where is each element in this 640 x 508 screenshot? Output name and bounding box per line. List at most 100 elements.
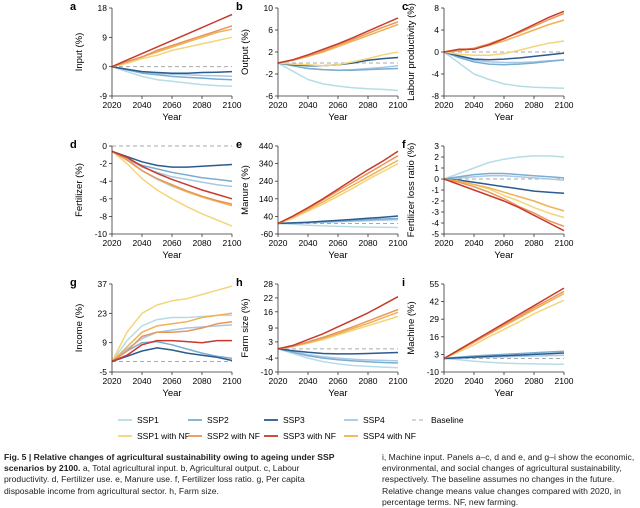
- legend-item-ssp4-with-nf: SSP4 with NF: [344, 431, 416, 441]
- panel-letter: f: [402, 139, 406, 151]
- x-tick-label: 2060: [495, 238, 514, 248]
- y-tick-label: 16: [430, 332, 440, 342]
- x-tick-label: 2020: [269, 100, 288, 110]
- y-tick-label: 3: [268, 337, 273, 347]
- series-line-ssp2-with-nf: [111, 320, 233, 363]
- panel-letter: b: [236, 1, 243, 13]
- series-line-ssp2: [443, 172, 565, 180]
- series-line-ssp4: [443, 174, 565, 181]
- y-tick-label: 4: [434, 25, 439, 35]
- y-tick-label: 2: [434, 152, 439, 162]
- y-tick-label: 240: [259, 176, 273, 186]
- caption-left-text: a, Total agricultural input. b, Agricult…: [4, 463, 305, 496]
- series-line-ssp4: [277, 348, 399, 362]
- y-axis-label: Farm size (%): [240, 298, 251, 357]
- panel-e: e -60 40 140 240 340 440 2020 2040 2060 2080 2100 Ye…: [236, 139, 408, 261]
- x-tick-label: 2100: [555, 238, 574, 248]
- x-tick-label: 2080: [525, 376, 544, 386]
- series-line-ssp2-with-nf: [111, 150, 233, 205]
- y-axis-label: Fertilizer loss ratio (%): [406, 143, 417, 238]
- x-tick-label: 2060: [495, 100, 514, 110]
- x-axis-label: Year: [328, 388, 347, 399]
- panel-d: d -10 -8 -6 -4 -2 0 2020 2040 2060 2080 2100 Year Fer…: [70, 139, 242, 261]
- x-tick-label: 2020: [435, 376, 454, 386]
- series-line-ssp3-with-nf: [277, 296, 399, 350]
- series-line-ssp1: [277, 222, 399, 229]
- x-tick-label: 2100: [389, 100, 408, 110]
- series-line-ssp3-with-nf: [443, 178, 565, 232]
- legend-label: SSP4: [363, 415, 385, 425]
- panel-c: c -8 -4 0 4 8 2020 2040 2060 2080 2100 Year Labour p…: [402, 1, 574, 123]
- y-axis-label: Fertilizer (%): [74, 163, 85, 217]
- y-tick-label: -9: [99, 91, 107, 101]
- series-line-ssp4-with-nf: [111, 312, 233, 363]
- series-line-ssp3-with-nf: [277, 17, 399, 64]
- series-line-ssp1-with-nf: [443, 40, 565, 57]
- y-tick-label: 23: [98, 308, 108, 318]
- legend-label: SSP4 with NF: [363, 431, 416, 441]
- x-tick-label: 2040: [465, 376, 484, 386]
- x-tick-label: 2040: [133, 238, 152, 248]
- series-line-ssp4-with-nf: [277, 311, 399, 350]
- panel-letter: a: [70, 1, 77, 13]
- x-tick-label: 2060: [329, 100, 348, 110]
- y-axis-label: Input (%): [74, 33, 85, 72]
- x-tick-label: 2020: [269, 376, 288, 386]
- y-tick-label: -6: [99, 194, 107, 204]
- series-line-ssp2: [111, 150, 233, 182]
- series-line-ssp1: [443, 357, 565, 366]
- series-line-ssp3-with-nf: [443, 10, 565, 53]
- y-tick-label: -1: [431, 185, 439, 195]
- x-tick-label: 2040: [299, 376, 318, 386]
- y-tick-label: 0: [102, 141, 107, 151]
- series-line-ssp3: [111, 150, 233, 168]
- x-axis-label: Year: [328, 112, 347, 123]
- legend-label: SSP1: [137, 415, 159, 425]
- caption-title: Fig. 5 | Relative changes of agricultura…: [4, 452, 335, 474]
- series-line-ssp2: [443, 350, 565, 360]
- y-tick-label: 40: [264, 211, 274, 221]
- legend-label: SSP3: [283, 415, 305, 425]
- series-line-ssp1-with-nf: [277, 51, 399, 67]
- y-tick-label: -4: [99, 176, 107, 186]
- series-line-ssp1: [277, 62, 399, 92]
- x-axis-label: Year: [494, 388, 513, 399]
- y-tick-label: 10: [264, 3, 274, 13]
- y-tick-label: 3: [434, 349, 439, 359]
- legend-item-ssp2-with-nf: SSP2 with NF: [188, 431, 260, 441]
- legend-item-ssp2: SSP2: [188, 415, 229, 425]
- y-tick-label: 42: [430, 297, 440, 307]
- y-tick-label: 28: [264, 279, 274, 289]
- panel-letter: i: [402, 277, 405, 289]
- series-line-ssp3-with-nf: [111, 150, 233, 200]
- legend: SSP1 SSP2 SSP3 SSP4 Baseline SSP1 with NF SSP2…: [118, 415, 464, 441]
- series-line-ssp1-with-nf: [277, 162, 399, 225]
- x-tick-label: 2040: [299, 100, 318, 110]
- panel-a: a -9 0 9 18 2020 2040 2060 2080 2100 Year Input (%): [70, 1, 242, 123]
- series-line-ssp3: [111, 65, 233, 74]
- x-tick-label: 2100: [389, 238, 408, 248]
- series-line-ssp4-with-nf: [443, 178, 565, 212]
- x-tick-label: 2080: [193, 376, 212, 386]
- y-tick-label: 0: [434, 47, 439, 57]
- y-tick-label: 18: [98, 3, 108, 13]
- legend-label: SSP2: [207, 415, 229, 425]
- legend-label: Baseline: [431, 415, 464, 425]
- x-tick-label: 2080: [359, 100, 378, 110]
- series-line-ssp1-with-nf: [111, 150, 233, 227]
- y-tick-label: -4: [431, 69, 439, 79]
- caption-right: i, Machine input. Panels a–c, d and e, a…: [382, 452, 635, 507]
- x-axis-label: Year: [494, 112, 513, 123]
- y-tick-label: 140: [259, 194, 273, 204]
- y-tick-label: -8: [431, 91, 439, 101]
- y-axis-label: Manure (%): [240, 165, 251, 215]
- x-axis-label: Year: [328, 250, 347, 261]
- y-tick-label: -10: [427, 367, 440, 377]
- y-tick-label: -3: [431, 207, 439, 217]
- y-tick-label: -60: [261, 229, 274, 239]
- panel-letter: g: [70, 277, 77, 289]
- series-line-ssp2: [277, 62, 399, 71]
- y-axis-label: Output (%): [240, 29, 251, 75]
